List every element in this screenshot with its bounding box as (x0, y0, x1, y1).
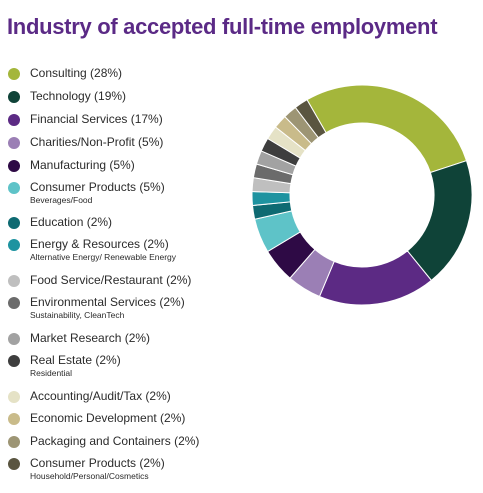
legend-sublabel: Residential (30, 368, 73, 378)
legend-swatch (8, 297, 20, 309)
legend-swatch (8, 137, 20, 149)
legend-swatch (8, 333, 20, 345)
donut-slice (318, 250, 433, 306)
legend-label: Charities/Non-Profit (5%) (30, 135, 164, 149)
legend-label: Environmental Services (2%) (30, 295, 185, 309)
legend-sublabel: Household/Personal/Cosmetics (30, 471, 149, 481)
donut-chart (251, 84, 473, 306)
legend-swatch (8, 436, 20, 448)
legend-sublabel: Beverages/Food (30, 195, 93, 205)
legend-label: Accounting/Audit/Tax (2%) (30, 389, 171, 403)
legend-label: Consulting (28%) (30, 66, 123, 80)
legend-label: Packaging and Containers (2%) (30, 434, 200, 448)
legend-label: Technology (19%) (30, 89, 127, 103)
legend-swatch (8, 160, 20, 172)
legend-label: Manufacturing (5%) (30, 158, 135, 172)
legend-swatch (8, 217, 20, 229)
legend-label: Consumer Products (5%) (30, 180, 165, 194)
donut-slice (306, 84, 468, 174)
legend-label: Energy & Resources (2%) (30, 237, 169, 251)
legend-swatch (8, 391, 20, 403)
legend-swatch (8, 413, 20, 425)
legend-label: Economic Development (2%) (30, 411, 186, 425)
legend-swatch (8, 68, 20, 80)
legend-swatch (8, 239, 20, 251)
legend-swatch (8, 275, 20, 287)
legend-label: Food Service/Restaurant (2%) (30, 273, 192, 287)
legend-label: Education (2%) (30, 215, 113, 229)
legend-sublabel: Alternative Energy/ Renewable Energy (30, 252, 176, 262)
donut-slice (294, 99, 327, 139)
chart-title: Industry of accepted full-time employmen… (7, 14, 438, 39)
legend-label: Market Research (2%) (30, 331, 151, 345)
legend-swatch (8, 458, 20, 470)
legend-sublabel: Sustainability, CleanTech (30, 310, 125, 320)
legend-swatch (8, 114, 20, 126)
legend-swatch (8, 91, 20, 103)
legend-label: Real Estate (2%) (30, 353, 121, 367)
legend-label: Financial Services (17%) (30, 112, 163, 126)
legend-swatch (8, 355, 20, 367)
legend-label: Consumer Products (2%) (30, 456, 165, 470)
legend-swatch (8, 182, 20, 194)
